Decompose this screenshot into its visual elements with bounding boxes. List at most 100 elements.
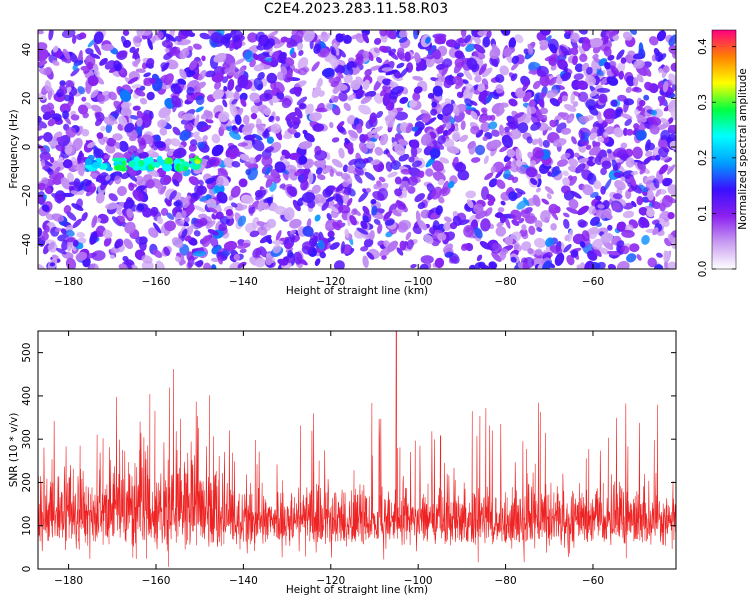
heatmap-cell bbox=[670, 62, 676, 72]
heatmap-cell bbox=[352, 209, 362, 216]
heatmap-band-cell bbox=[156, 155, 163, 164]
heatmap-cell bbox=[648, 36, 659, 46]
heatmap-cell bbox=[601, 160, 612, 170]
heatmap-cell bbox=[262, 202, 270, 210]
heatmap-cell bbox=[234, 204, 248, 211]
heatmap-cell bbox=[253, 64, 264, 72]
heatmap-cell bbox=[314, 150, 328, 161]
heatmap-cell bbox=[42, 132, 53, 142]
heatmap-cell bbox=[112, 133, 123, 141]
heatmap-cell bbox=[329, 168, 334, 177]
heatmap-cell bbox=[497, 207, 505, 213]
heatmap-cell bbox=[47, 118, 56, 127]
heatmap-cell bbox=[423, 234, 434, 245]
heatmap-cell bbox=[364, 69, 372, 77]
heatmap-cell bbox=[477, 30, 489, 37]
heatmap-cell bbox=[108, 91, 117, 101]
heatmap-cell bbox=[270, 123, 282, 134]
heatmap-cell bbox=[273, 81, 285, 94]
heatmap-cell bbox=[362, 50, 370, 59]
heatmap-cell bbox=[67, 172, 74, 183]
heatmap-cell bbox=[265, 257, 273, 266]
heatmap-cell bbox=[397, 139, 409, 146]
heatmap-cell bbox=[479, 91, 487, 105]
heatmap-cell bbox=[47, 242, 58, 253]
heatmap-cell bbox=[385, 161, 393, 172]
heatmap-cell bbox=[72, 239, 79, 247]
heatmap-cell bbox=[531, 138, 539, 146]
heatmap-cell bbox=[210, 257, 220, 263]
heatmap-cell bbox=[456, 38, 466, 44]
heatmap-cell bbox=[165, 59, 179, 70]
heatmap-cell bbox=[285, 111, 297, 122]
heatmap-cell bbox=[519, 228, 528, 237]
heatmap-cell bbox=[443, 138, 455, 149]
heatmap-cell bbox=[131, 84, 142, 89]
heatmap-cell bbox=[105, 123, 113, 134]
heatmap-cell bbox=[654, 154, 661, 161]
heatmap-cell bbox=[429, 227, 436, 235]
heatmap-cell bbox=[298, 102, 307, 110]
heatmap-cell bbox=[169, 46, 181, 57]
heatmap-cell bbox=[379, 45, 389, 53]
heatmap-cell bbox=[644, 81, 653, 91]
heatmap-y-axis: −40 −20 0 20 40 bbox=[21, 43, 676, 256]
heatmap-cell bbox=[41, 204, 50, 212]
heatmap-cell bbox=[457, 169, 470, 181]
heatmap-cell bbox=[549, 119, 557, 128]
heatmap-cell bbox=[389, 154, 397, 166]
heatmap-cell bbox=[532, 147, 545, 159]
heatmap-cell bbox=[272, 244, 282, 254]
heatmap-cell bbox=[192, 43, 202, 50]
heatmap-cell bbox=[55, 52, 62, 58]
heatmap-cell bbox=[294, 170, 304, 177]
heatmap-cell bbox=[562, 177, 571, 186]
heatmap-cell bbox=[296, 96, 308, 106]
heatmap-cell bbox=[179, 129, 192, 142]
heatmap-cell bbox=[193, 230, 201, 237]
heatmap-cell bbox=[603, 46, 612, 57]
y-tick-label: 200 bbox=[21, 472, 33, 492]
heatmap-cell bbox=[169, 190, 177, 201]
y-tick-label: 40 bbox=[21, 43, 33, 56]
heatmap-cell bbox=[587, 172, 597, 185]
heatmap-cell bbox=[347, 142, 354, 149]
heatmap-cell bbox=[328, 77, 335, 84]
heatmap-cell bbox=[81, 212, 88, 222]
heatmap-cell bbox=[297, 67, 308, 76]
heatmap-cell bbox=[171, 237, 184, 248]
heatmap-cell bbox=[603, 108, 616, 119]
x-tick-label: −100 bbox=[404, 276, 433, 288]
heatmap-cell bbox=[618, 70, 625, 80]
heatmap-cell bbox=[321, 67, 335, 78]
heatmap-cell bbox=[302, 225, 314, 237]
heatmap-cell bbox=[412, 92, 421, 101]
heatmap-cell bbox=[482, 136, 488, 142]
heatmap-cell bbox=[49, 156, 55, 163]
heatmap-cell bbox=[442, 103, 454, 117]
heatmap-cell bbox=[620, 176, 626, 182]
heatmap-cell bbox=[182, 195, 192, 209]
heatmap-cell bbox=[439, 157, 450, 164]
heatmap-cell bbox=[358, 104, 372, 115]
heatmap-cell bbox=[370, 126, 383, 134]
heatmap-cell bbox=[253, 77, 264, 91]
heatmap-cell bbox=[374, 146, 384, 156]
heatmap-cell bbox=[499, 124, 505, 136]
heatmap-cell bbox=[538, 98, 545, 108]
heatmap-cell bbox=[434, 257, 445, 269]
heatmap-cell bbox=[132, 105, 141, 111]
heatmap-cell bbox=[399, 67, 409, 78]
heatmap-cell bbox=[624, 118, 632, 127]
heatmap-cell bbox=[214, 81, 222, 90]
heatmap-cell bbox=[62, 159, 73, 169]
heatmap-cell bbox=[316, 81, 322, 89]
heatmap-cell bbox=[589, 107, 599, 116]
heatmap-cell bbox=[322, 165, 333, 175]
heatmap-cell bbox=[513, 111, 525, 119]
heatmap-cell bbox=[515, 159, 522, 167]
heatmap-cell bbox=[629, 30, 637, 35]
heatmap-cell bbox=[231, 98, 238, 105]
heatmap-cell bbox=[252, 133, 263, 141]
heatmap-cell bbox=[89, 172, 99, 178]
